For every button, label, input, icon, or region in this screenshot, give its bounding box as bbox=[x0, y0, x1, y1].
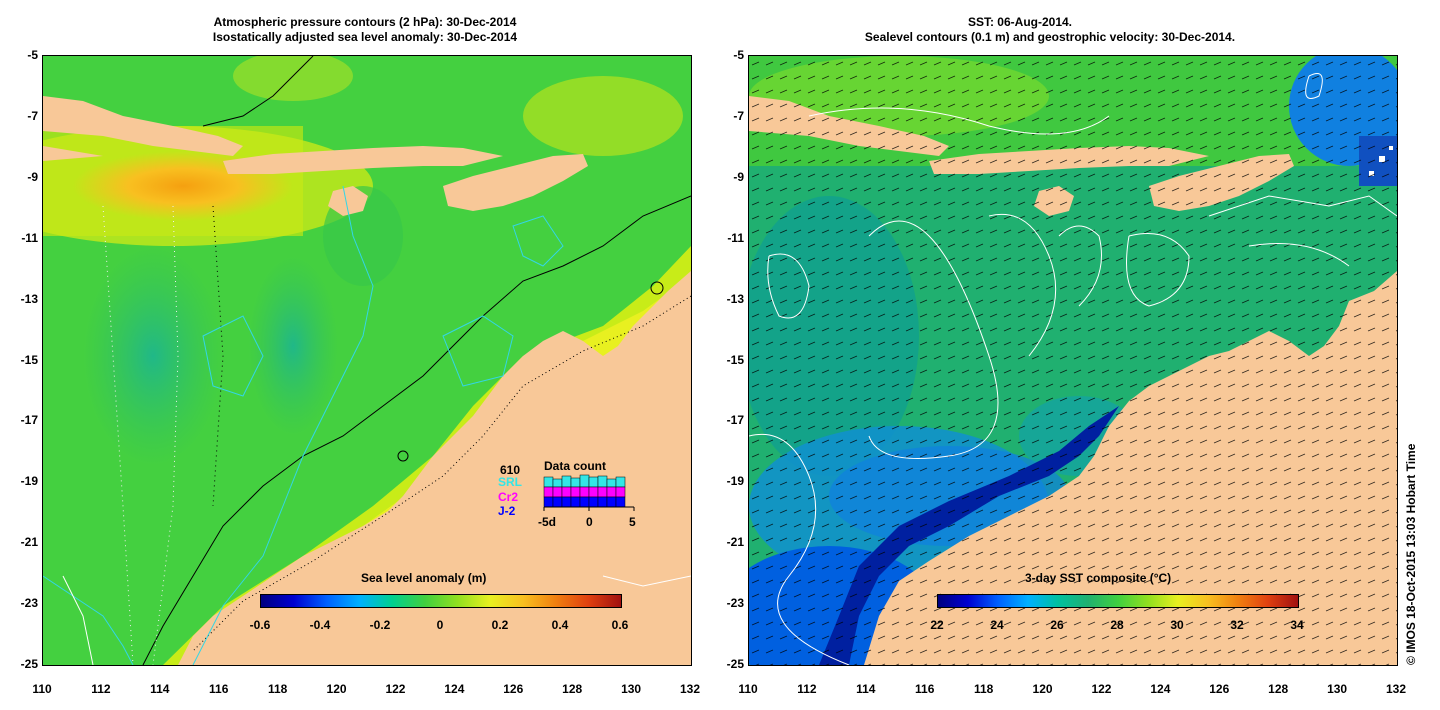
sla-lat-tick: -17 bbox=[20, 413, 38, 428]
sla-colorbar bbox=[260, 594, 622, 608]
sst-tick-5: 32 bbox=[1230, 618, 1244, 632]
sst-lon-tick: 118 bbox=[973, 682, 994, 696]
sst-lat-tick: -25 bbox=[726, 657, 744, 671]
sst-map-graphic bbox=[749, 56, 1397, 665]
legend-j2-label: J-2 bbox=[498, 504, 516, 518]
sla-tick-5: 0.4 bbox=[551, 618, 569, 632]
copyright-label: © IMOS 18-Oct-2015 13:03 Hobart Time bbox=[1404, 443, 1418, 665]
sla-lon-tick: 128 bbox=[562, 682, 583, 696]
sla-lat-tick: -13 bbox=[20, 291, 38, 306]
sla-lon-tick: 114 bbox=[150, 682, 170, 696]
sst-lat-tick: -5 bbox=[733, 48, 744, 62]
sst-lat-tick: -17 bbox=[726, 413, 744, 428]
sla-tick-6: 0.6 bbox=[611, 618, 629, 632]
sst-lon-tick: 116 bbox=[915, 682, 935, 696]
sst-lon-tick: 122 bbox=[1091, 682, 1112, 696]
sst-lon-tick: 128 bbox=[1268, 682, 1289, 696]
sst-tick-0: 22 bbox=[930, 618, 944, 632]
sst-lon-tick: 132 bbox=[1385, 682, 1407, 696]
sst-lon-tick: 112 bbox=[797, 682, 817, 696]
data-count-bars bbox=[543, 474, 635, 511]
legend-srl-label: SRL bbox=[498, 475, 522, 489]
sla-lat-tick: -5 bbox=[27, 48, 38, 62]
sla-lon-tick: 120 bbox=[326, 682, 347, 696]
right-title-line1: SST: 06-Aug-2014. bbox=[967, 15, 1073, 29]
right-title-line2: Sealevel contours (0.1 m) and geostrophi… bbox=[864, 30, 1236, 44]
sst-lat-tick: -15 bbox=[726, 352, 744, 367]
sla-tick-2: -0.2 bbox=[369, 618, 391, 632]
data-count-title: Data count bbox=[544, 459, 607, 473]
sst-tick-6: 34 bbox=[1290, 618, 1304, 632]
sst-lon-tick: 124 bbox=[1150, 682, 1171, 696]
sla-lat-tick: -9 bbox=[27, 169, 38, 184]
sla-lat-tick: -23 bbox=[20, 596, 38, 611]
sla-map[interactable]: Sea level anomaly (m) -0.6 -0.4 -0.2 0 0… bbox=[42, 55, 692, 666]
sst-tick-3: 28 bbox=[1110, 618, 1124, 632]
sla-lon-tick: 132 bbox=[679, 682, 701, 696]
sst-lon-tick: 114 bbox=[856, 682, 876, 696]
sst-lon-tick: 130 bbox=[1327, 682, 1348, 696]
sla-lat-tick: -7 bbox=[27, 108, 38, 123]
sst-colorbar bbox=[937, 594, 1299, 608]
sla-lon-tick: 122 bbox=[385, 682, 406, 696]
sla-colorbar-title: Sea level anomaly (m) bbox=[361, 571, 487, 585]
sla-lon-tick: 130 bbox=[621, 682, 642, 696]
sla-lon-tick: 124 bbox=[444, 682, 465, 696]
sla-map-graphic bbox=[43, 56, 691, 665]
sla-lat-tick: -21 bbox=[20, 535, 38, 550]
legend-tick-5: 5 bbox=[629, 515, 636, 529]
sst-tick-2: 26 bbox=[1050, 618, 1064, 632]
sla-tick-0: -0.6 bbox=[249, 618, 271, 632]
sst-lat-tick: -23 bbox=[726, 596, 744, 611]
data-count-legend: 610 Data count SRL Cr2 J-2 bbox=[498, 459, 648, 531]
legend-tick-minus5: -5d bbox=[538, 515, 556, 529]
sst-lon-tick: 126 bbox=[1209, 682, 1230, 696]
sla-lat-tick: -11 bbox=[21, 230, 38, 245]
sla-lon-tick: 116 bbox=[209, 682, 229, 696]
data-count-total: 610 bbox=[500, 463, 521, 477]
sla-tick-3: 0 bbox=[436, 618, 444, 632]
sst-lon-tick: 110 bbox=[738, 682, 758, 696]
sla-lon-tick: 110 bbox=[32, 682, 52, 696]
sla-lat-tick: -15 bbox=[20, 352, 38, 367]
legend-tick-0: 0 bbox=[586, 515, 593, 529]
sla-tick-1: -0.4 bbox=[309, 618, 331, 632]
sst-lat-tick: -13 bbox=[726, 291, 744, 306]
sst-colorbar-title: 3-day SST composite (°C) bbox=[1025, 571, 1172, 585]
sla-colorbar-ticks: -0.6 -0.4 -0.2 0 0.2 0.4 0.6 bbox=[242, 618, 638, 634]
sst-lat-tick: -9 bbox=[733, 169, 744, 184]
sst-lat-tick: -7 bbox=[733, 108, 744, 123]
sla-tick-4: 0.2 bbox=[491, 618, 509, 632]
legend-cr2-label: Cr2 bbox=[498, 490, 519, 504]
sla-lon-tick: 126 bbox=[503, 682, 524, 696]
sst-lat-tick: -11 bbox=[727, 230, 744, 245]
sst-colorbar-ticks: 22 24 26 28 30 32 34 bbox=[919, 618, 1315, 634]
left-title-line2: Isostatically adjusted sea level anomaly… bbox=[212, 30, 518, 44]
sst-map[interactable]: 3-day SST composite (°C) 22 24 26 28 30 … bbox=[748, 55, 1398, 666]
sst-tick-1: 24 bbox=[990, 618, 1004, 632]
sst-lat-tick: -19 bbox=[726, 474, 744, 489]
sla-lon-tick: 112 bbox=[91, 682, 111, 696]
left-title-line1: Atmospheric pressure contours (2 hPa): 3… bbox=[213, 15, 517, 29]
sst-lon-tick: 120 bbox=[1032, 682, 1053, 696]
sla-lat-tick: -25 bbox=[20, 657, 38, 671]
sla-lon-tick: 118 bbox=[267, 682, 288, 696]
sla-lat-tick: -19 bbox=[20, 474, 38, 489]
sst-lat-tick: -21 bbox=[726, 535, 744, 550]
sst-tick-4: 30 bbox=[1170, 618, 1184, 632]
